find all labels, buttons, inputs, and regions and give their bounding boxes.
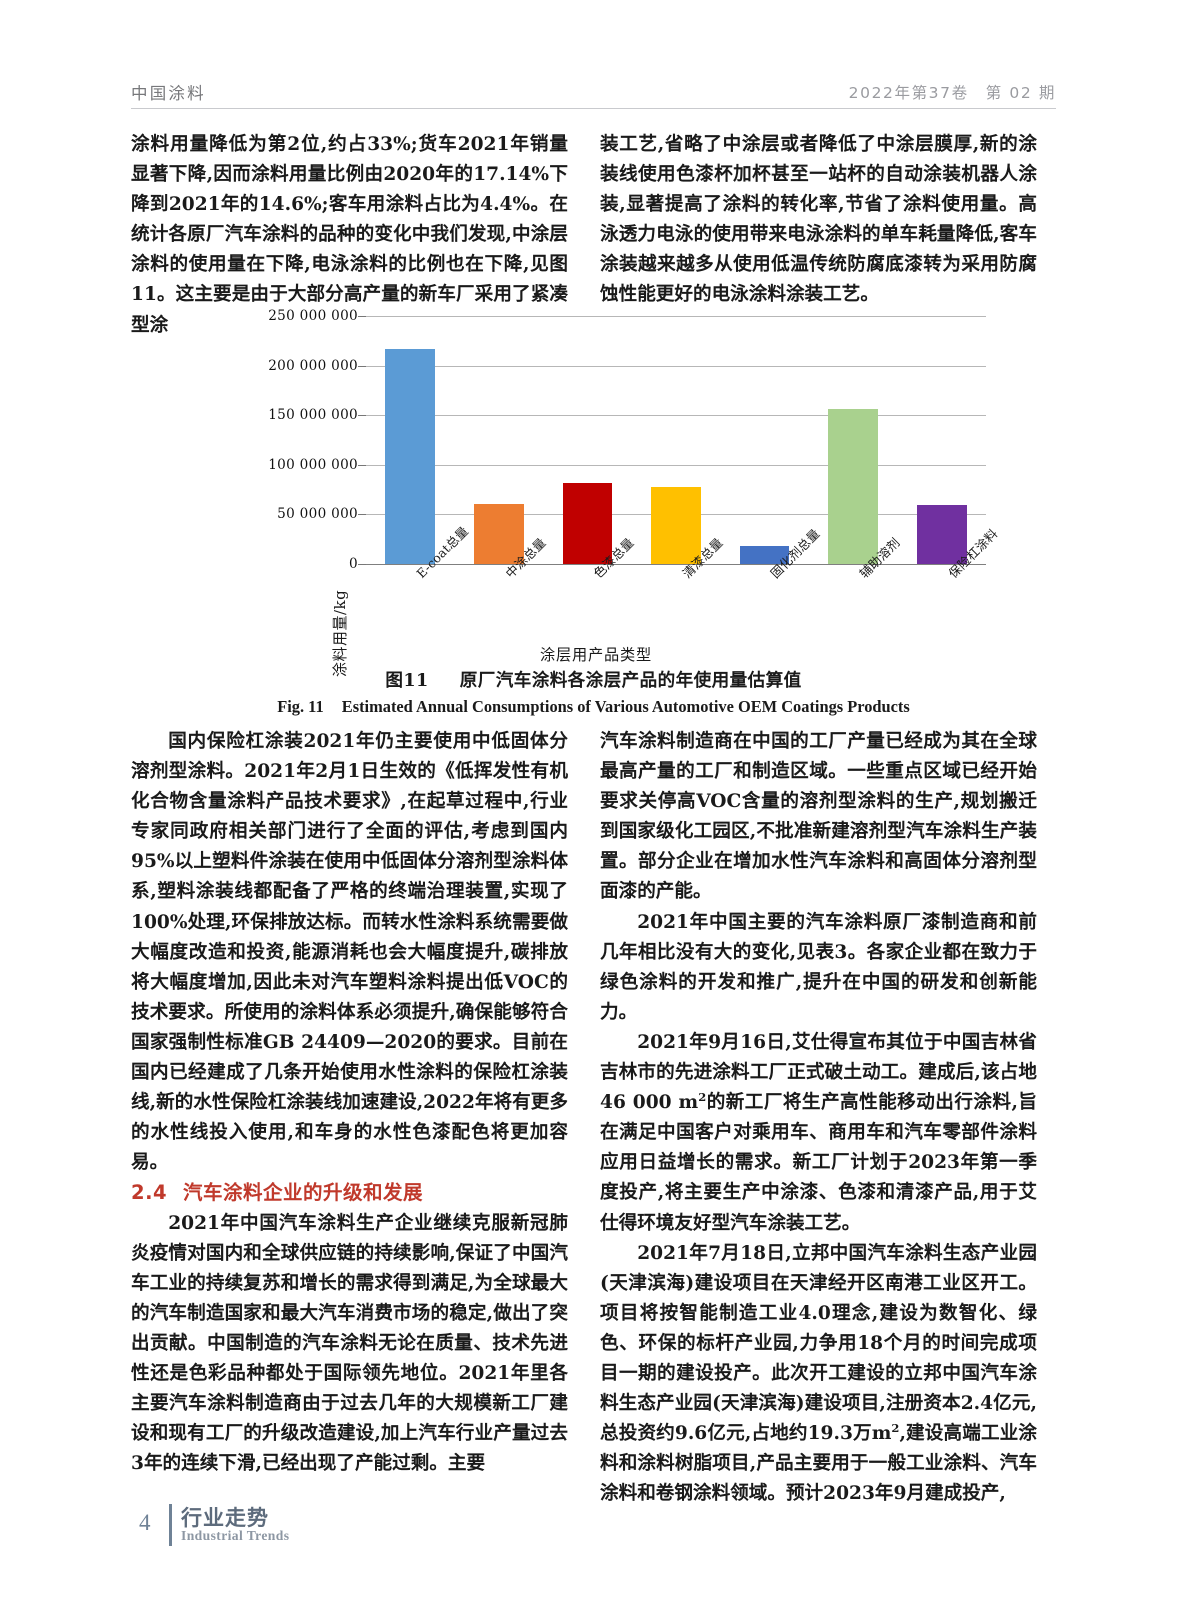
figure-11: 涂料用量/kg 0 50 000 000 100 000 000 150 000 00… xyxy=(131,305,1056,716)
chart-bar xyxy=(651,486,701,565)
chart-x-label-slot: 固化剂总量 xyxy=(720,526,823,642)
chart-gridline: 250 000 000 xyxy=(268,308,986,324)
chart-x-axis-title: 涂层用产品类型 xyxy=(540,646,652,664)
chart-bar-slot xyxy=(809,317,898,565)
chart-gridline: 200 000 000 xyxy=(268,358,986,374)
chart-x-label-slot: 色漆总量 xyxy=(543,535,637,642)
body-column-right-top: 装工艺,省略了中涂层或者降低了中涂层膜厚,新的涂装线使用色漆杯加杯甚至一站杯的自… xyxy=(600,130,1037,311)
chart-x-label-slot: 中涂总量 xyxy=(455,535,548,642)
figure-caption-cn-label: 图11 xyxy=(385,670,429,691)
figure-caption-cn-text: 原厂汽车涂料各涂层产品的年使用量估算值 xyxy=(459,670,802,691)
chart-bar-slot xyxy=(720,317,809,565)
header-divider xyxy=(131,108,1056,109)
section-heading: 2.4 汽车涂料企业的升级和发展 xyxy=(131,1178,568,1208)
body-column-right-bottom: 汽车涂料制造商在中国的工厂产量已经成为其在全球最高产量的工厂和制造区域。一些重点… xyxy=(600,727,1037,1509)
section-title: 汽车涂料企业的升级和发展 xyxy=(183,1181,424,1205)
chart-x-label-slot: 清漆总量 xyxy=(632,535,725,642)
chart-bar-slot xyxy=(455,317,544,565)
chart-y-tick-label: 250 000 000 xyxy=(268,308,358,324)
paragraph: 2021年中国汽车涂料生产企业继续克服新冠肺炎疫情对国内和全球供应链的持续影响,… xyxy=(131,1212,568,1475)
chart-y-tick-label: 150 000 000 xyxy=(268,407,358,424)
chart-y-tick-label: 200 000 000 xyxy=(268,357,358,374)
chart-y-tick-mark xyxy=(358,365,366,367)
chart-y-tick-label: 100 000 000 xyxy=(268,456,358,473)
paragraph: 装工艺,省略了中涂层或者降低了中涂层膜厚,新的涂装线使用色漆杯加杯甚至一站杯的自… xyxy=(600,134,1037,306)
chart-x-label-slot: E-coat总量 xyxy=(366,523,471,642)
chart-y-tick-label: 0 xyxy=(349,556,358,572)
page-footer: 4 行业走势 Industrial Trends xyxy=(131,1500,531,1560)
chart-y-tick-label: 50 000 000 xyxy=(277,506,358,523)
chart-bar xyxy=(828,409,878,565)
paragraph-part: 2021年7月18日,立邦中国汽车涂料生态产业园(天津滨海)建设项目在天津经开区… xyxy=(600,1242,1037,1445)
journal-name: 中国涂料 xyxy=(131,84,206,103)
chart-y-tick-mark xyxy=(358,564,366,565)
chart-bar xyxy=(916,504,967,565)
chart-plot-area: 0 50 000 000 100 000 000 150 000 000 200 000… xyxy=(268,308,986,572)
chart-x-tick-labels: E-coat总量 中涂总量 色漆总量 清漆总量 固化剂总量 辅助溶剂 保险杠涂料 xyxy=(366,523,1000,642)
paragraph: 涂料用量降低为第2位,约占33%;货车2021年销量显著下降,因而涂料用量比例由… xyxy=(131,134,568,336)
paragraph: 国内保险杠涂装2021年仍主要使用中低固体分溶剂型涂料。2021年2月1日生效的… xyxy=(131,731,568,1174)
page-number: 4 xyxy=(139,1510,151,1535)
issue-info: 2022年第37卷 第 02 期 xyxy=(848,84,1056,102)
chart-bar-slot xyxy=(543,317,632,565)
paragraph: 2021年9月16日,艾仕得宣布其位于中国吉林省吉林市的先进涂料工厂正式破土动工… xyxy=(600,1028,1037,1239)
figure-caption-cn: 图11 原厂汽车涂料各涂层产品的年使用量估算值 xyxy=(131,667,1056,692)
body-column-left-top: 涂料用量降低为第2位,约占33%;货车2021年销量显著下降,因而涂料用量比例由… xyxy=(131,130,568,341)
chart-y-tick-mark xyxy=(358,415,366,417)
chart-x-label-slot: 辅助溶剂 xyxy=(809,535,902,642)
chart-bar-slot xyxy=(632,317,721,565)
bar-chart: 0 50 000 000 100 000 000 150 000 000 200 000… xyxy=(191,305,1001,664)
chart-x-axis xyxy=(366,564,986,565)
chart-y-tick-mark xyxy=(358,464,366,466)
chart-gridline: 150 000 000 xyxy=(268,407,986,423)
paragraph-part: ,建设高端工业涂料和涂料树脂项目,产品主要用于一般工业涂料、汽车涂料和卷钢涂料领… xyxy=(600,1423,1037,1505)
chart-gridline: 100 000 000 xyxy=(268,457,986,473)
paragraph: 2021年中国主要的汽车涂料原厂漆制造商和前几年相比没有大的变化,见表3。各家企… xyxy=(600,911,1037,1023)
chart-bars xyxy=(366,317,986,565)
footer-divider xyxy=(169,1504,172,1546)
paragraph-part: 2021年9月16日,艾仕得宣布其位于中国吉林省吉林市的先进涂料工厂正式破土动工… xyxy=(600,1031,1037,1114)
chart-y-tick-mark xyxy=(358,514,366,516)
footer-section-en: Industrial Trends xyxy=(181,1528,290,1543)
paragraph: 汽车涂料制造商在中国的工厂产量已经成为其在全球最高产量的工厂和制造区域。一些重点… xyxy=(600,731,1037,903)
chart-bar-slot xyxy=(897,317,986,565)
chart-bar xyxy=(562,482,613,565)
footer-section-cn: 行业走势 xyxy=(181,1506,269,1530)
figure-caption-en-label: Fig. 11 xyxy=(277,697,324,716)
chart-bar xyxy=(385,348,436,565)
running-head: 中国涂料 2022年第37卷 第 02 期 xyxy=(131,80,1056,114)
body-column-left-bottom: 国内保险杠涂装2021年仍主要使用中低固体分溶剂型涂料。2021年2月1日生效的… xyxy=(131,727,568,1479)
section-number: 2.4 xyxy=(131,1181,168,1205)
chart-bar xyxy=(739,546,790,565)
chart-bar xyxy=(474,503,524,565)
chart-y-tick-mark xyxy=(358,316,366,317)
chart-bar-slot xyxy=(366,317,455,565)
paragraph-part: 的新工厂将生产高性能移动出行涂料,旨在满足中国客户对乘用车、商用车和汽车零部件涂… xyxy=(600,1092,1037,1234)
chart-x-label-slot: 保险杠涂料 xyxy=(897,526,1000,642)
paragraph: 2021年7月18日,立邦中国汽车涂料生态产业园(天津滨海)建设项目在天津经开区… xyxy=(600,1239,1037,1510)
superscript: 2 xyxy=(891,1420,900,1435)
figure-caption-en-text: Estimated Annual Consumptions of Various… xyxy=(341,697,910,716)
superscript: 2 xyxy=(698,1089,707,1104)
figure-caption-en: Fig. 11 Estimated Annual Consumptions of… xyxy=(131,697,1056,717)
